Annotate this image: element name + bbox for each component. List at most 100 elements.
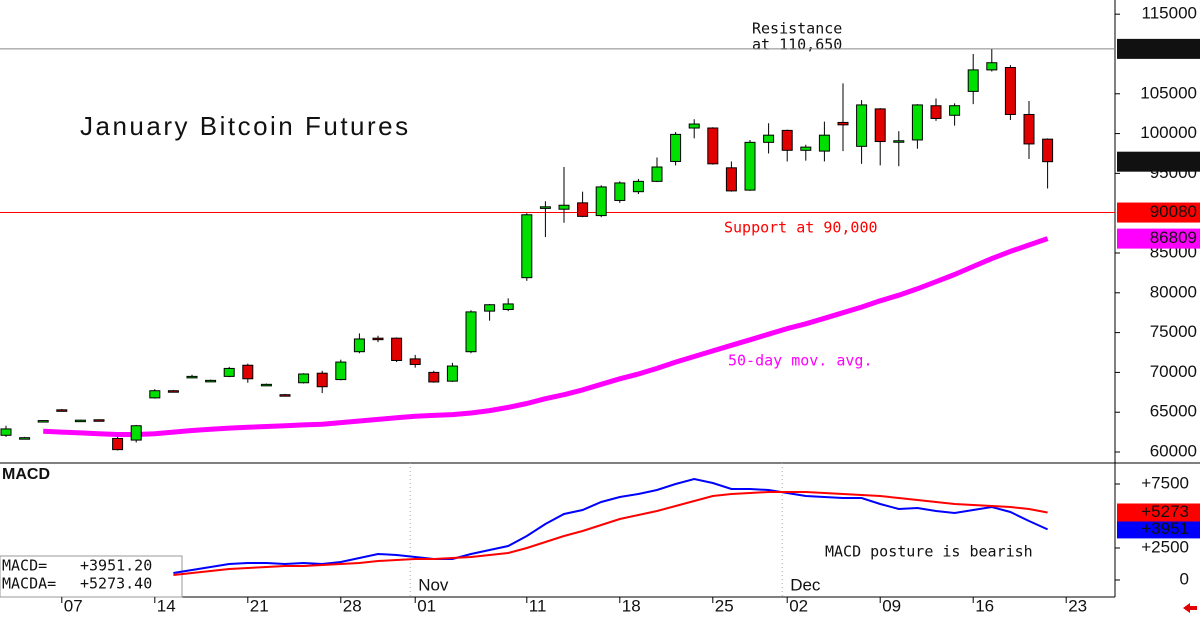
value-box xyxy=(1117,520,1200,539)
candle-body xyxy=(0,428,12,436)
candle-body xyxy=(93,419,105,422)
candle-body xyxy=(1023,113,1035,145)
candle-body xyxy=(651,166,663,182)
x-tick-label: 14 xyxy=(157,596,176,615)
candle-body xyxy=(298,373,310,384)
candle-body xyxy=(149,390,161,399)
month-label: Nov xyxy=(418,575,449,594)
y-tick-label: 0 xyxy=(1180,569,1189,588)
value-box xyxy=(1117,151,1200,172)
candle-body xyxy=(707,127,719,165)
candle-body xyxy=(446,365,458,382)
candle-body xyxy=(74,419,86,423)
level-annotation: Resistance xyxy=(752,20,842,38)
candle-body xyxy=(632,180,644,193)
candle-body xyxy=(465,311,477,353)
candle-body xyxy=(744,141,756,191)
y-tick-label: 70000 xyxy=(1150,362,1197,381)
candle-body xyxy=(186,375,198,379)
x-tick-label: 02 xyxy=(789,596,808,615)
candle-body xyxy=(167,390,179,393)
scroll-arrow[interactable] xyxy=(1183,603,1197,613)
candle-body xyxy=(911,104,923,141)
candle-body xyxy=(56,409,68,412)
x-tick-label: 28 xyxy=(343,596,362,615)
candle-body xyxy=(205,379,217,383)
value-box xyxy=(1117,202,1200,223)
candle-body xyxy=(502,303,514,311)
candle-body xyxy=(1042,138,1054,163)
candle-body xyxy=(428,371,440,383)
moving-average xyxy=(43,236,1049,437)
value-box-label: 96470 xyxy=(1150,151,1197,170)
candle-body xyxy=(986,62,998,71)
candle-body xyxy=(856,104,868,147)
candle-body xyxy=(353,338,365,353)
y-tick-label: 100000 xyxy=(1140,123,1197,142)
candle-body xyxy=(242,364,254,380)
candle-body xyxy=(484,304,496,312)
level-annotation: Support at 90,000 xyxy=(724,219,878,237)
y-tick-label: 75000 xyxy=(1150,322,1197,341)
x-tick-label: 21 xyxy=(250,596,269,615)
candle-body xyxy=(763,134,775,143)
candle-body xyxy=(837,121,849,126)
panel-title: MACD xyxy=(2,466,50,483)
candle-body xyxy=(260,383,272,387)
candle-body xyxy=(1004,67,1016,115)
candle-body xyxy=(316,372,328,388)
value-box-label: +3951 xyxy=(1141,519,1189,538)
x-tick-label: 25 xyxy=(715,596,734,615)
y-tick-label: +2500 xyxy=(1141,537,1189,556)
candle-body xyxy=(949,105,961,116)
candle-body xyxy=(335,361,347,381)
y-tick-label: 65000 xyxy=(1150,402,1197,421)
x-tick-label: 16 xyxy=(975,596,994,615)
readout-box xyxy=(0,555,183,598)
chart-title: January Bitcoin Futures xyxy=(80,111,411,141)
value-box-label: 110640 xyxy=(1142,38,1197,57)
candle-body xyxy=(725,167,737,192)
readout-name: MACDA= xyxy=(2,575,56,593)
candle-body xyxy=(614,182,626,201)
candle-body xyxy=(391,337,403,361)
y-tick-label: 60000 xyxy=(1150,441,1197,460)
x-tick-label: 01 xyxy=(417,596,436,615)
annotation: MACD posture is bearish xyxy=(825,543,1033,561)
y-tick-label: 80000 xyxy=(1150,282,1197,301)
candle-body xyxy=(781,129,793,151)
candle-body xyxy=(279,394,291,397)
candle-body xyxy=(521,214,533,279)
macd-line xyxy=(173,477,1049,574)
month-label: Dec xyxy=(790,575,821,594)
candle-body xyxy=(874,108,886,143)
x-tick-label: 07 xyxy=(64,596,83,615)
readout-value: +3951.20 xyxy=(80,557,152,575)
candle-body xyxy=(670,133,682,162)
candle-body xyxy=(688,123,700,129)
readout-value: +5273.40 xyxy=(80,575,152,593)
value-box xyxy=(1117,38,1200,59)
value-box-label: 90080 xyxy=(1150,202,1197,221)
candle-body xyxy=(409,358,421,365)
candle-body xyxy=(372,337,384,341)
y-tick-label: 105000 xyxy=(1140,83,1197,102)
candle-body xyxy=(223,367,235,377)
candle-body xyxy=(800,146,812,151)
x-tick-label: 09 xyxy=(882,596,901,615)
candle-body xyxy=(19,437,31,440)
value-box xyxy=(1117,503,1200,522)
candle-body xyxy=(577,202,589,217)
candle-body xyxy=(37,420,49,423)
candle-body xyxy=(818,134,830,152)
value-box-label: +5273 xyxy=(1141,502,1189,521)
candle-body xyxy=(558,204,570,210)
x-tick-label: 11 xyxy=(529,596,547,615)
y-tick-label: +7500 xyxy=(1141,473,1189,492)
level-annotation: at 110,650 xyxy=(752,36,842,54)
series-label: 50-day mov. avg. xyxy=(728,352,873,370)
candle-body xyxy=(893,140,905,143)
value-box-label: 86809 xyxy=(1150,228,1197,247)
